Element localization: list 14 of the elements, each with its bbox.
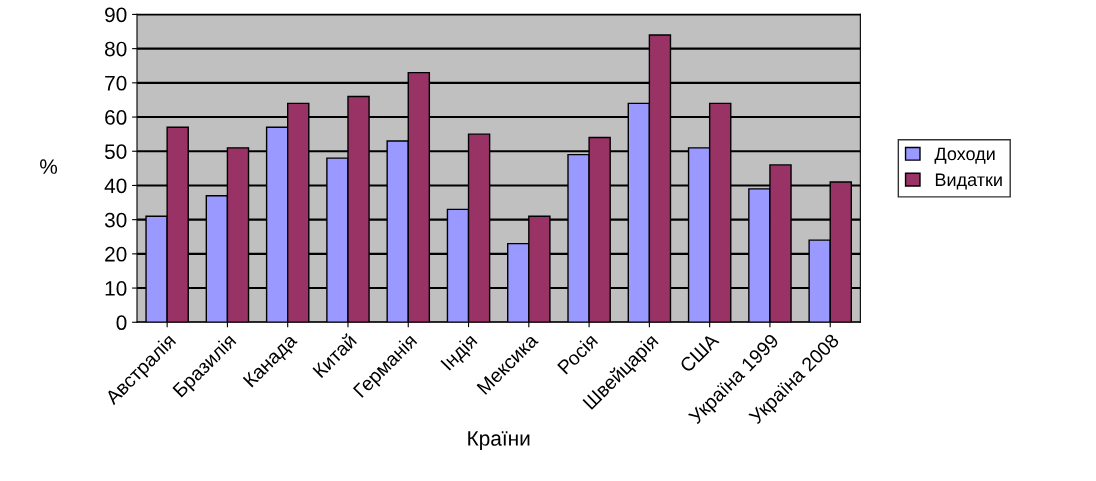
x-axis-title: Країни [468, 431, 530, 450]
y-tick-label: 70 [105, 75, 127, 91]
y-tick-label: 30 [104, 212, 127, 228]
y-tick-label: 80 [105, 41, 127, 57]
y-axis-title: % [40, 159, 58, 174]
y-tick-label: 50 [104, 144, 127, 159]
y-tick-label: 20 [105, 246, 127, 262]
y-tick-label: 0 [116, 315, 127, 331]
y-tick-label: 60 [105, 110, 127, 125]
y-tick-label: 90 [105, 7, 127, 23]
y-tick-label: 10 [105, 281, 127, 296]
legend-label: Доходи [934, 147, 995, 164]
y-tick-label: 40 [104, 178, 127, 194]
legend-label: Видатки [935, 173, 1002, 190]
